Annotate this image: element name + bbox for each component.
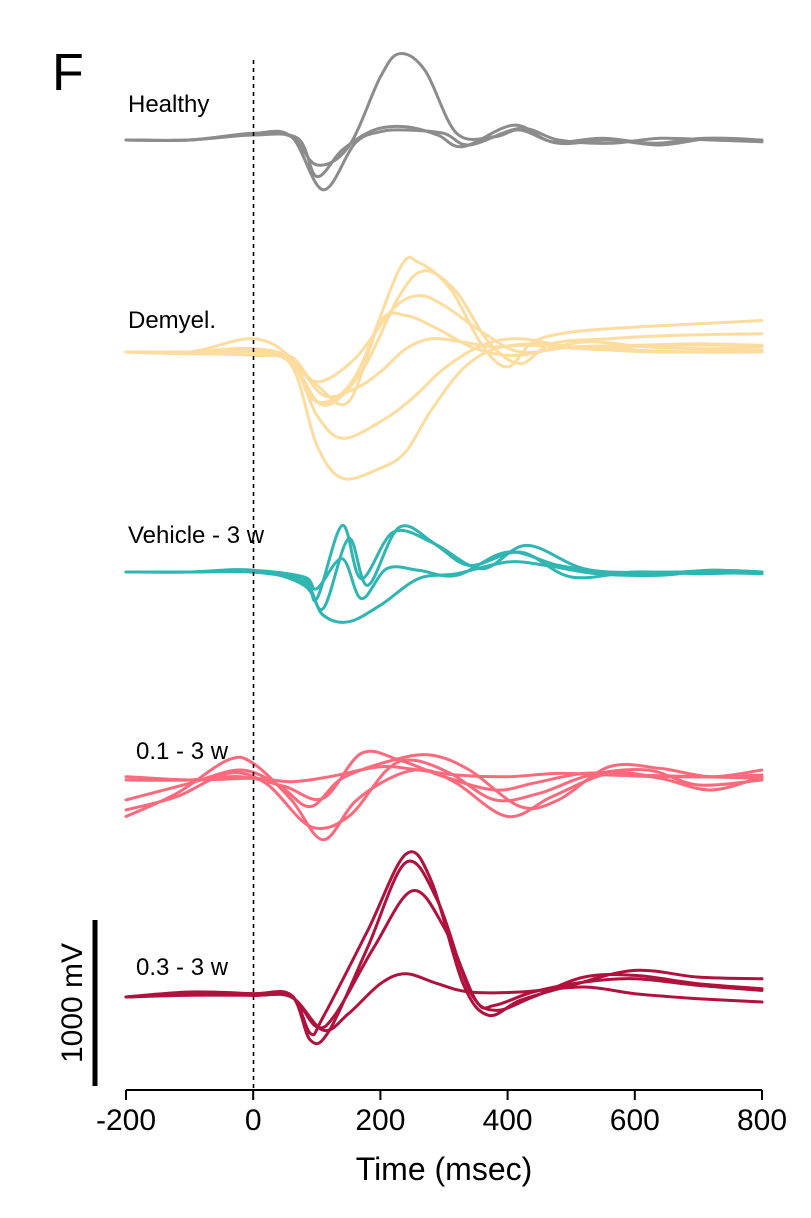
group-label-healthy: Healthy [128, 91, 209, 118]
trace-demyel-6 [124, 337, 764, 440]
group-label-0-3-3-w: 0.3 - 3 w [136, 954, 229, 981]
trace-vehicle-3-w-4 [124, 560, 764, 624]
series-healthy [124, 52, 764, 192]
scale-bar-label: 1000 mV [56, 943, 89, 1063]
x-tick-label-600: 600 [610, 1104, 660, 1137]
x-tick-label-200: 200 [355, 1104, 405, 1137]
trace-0-1-3-w-5 [124, 758, 764, 831]
trace-healthy-1 [124, 52, 764, 167]
trace-0-3-3-w-4 [124, 972, 764, 1033]
group-labels: Healthy Demyel. Vehicle - 3 w 0.1 - 3 w 0.3 … [128, 91, 265, 981]
panel-letter: F [52, 44, 84, 102]
x-axis: -200 0 200 400 600 800 [96, 1089, 787, 1137]
series-vehicle-3-w [124, 523, 764, 624]
trace-vehicle-3-w-3 [124, 550, 764, 601]
traces-group [124, 52, 764, 1046]
trace-0-3-3-w-1 [124, 850, 764, 1037]
trace-healthy-3 [124, 123, 764, 178]
trace-demyel-7 [124, 336, 764, 399]
x-axis-label: Time (msec) [356, 1151, 533, 1187]
series-0-3-3-w [124, 850, 764, 1046]
x-tick-label-400: 400 [483, 1104, 533, 1137]
group-label-0-1-3-w: 0.1 - 3 w [136, 738, 229, 765]
trace-0-1-3-w-2 [124, 753, 764, 811]
trace-0-3-3-w-2 [124, 859, 764, 1046]
series-0-1-3-w [124, 749, 764, 842]
x-tick-label-800: 800 [737, 1104, 787, 1137]
group-label-demyel: Demyel. [128, 307, 216, 334]
trace-demyel-1 [124, 255, 764, 404]
x-tick-label-0: 0 [245, 1104, 262, 1137]
x-tick-label--200: -200 [96, 1104, 156, 1137]
series-demyel [124, 255, 764, 481]
trace-demyel-5 [124, 343, 764, 481]
group-label-vehicle-3-w: Vehicle - 3 w [128, 522, 265, 549]
